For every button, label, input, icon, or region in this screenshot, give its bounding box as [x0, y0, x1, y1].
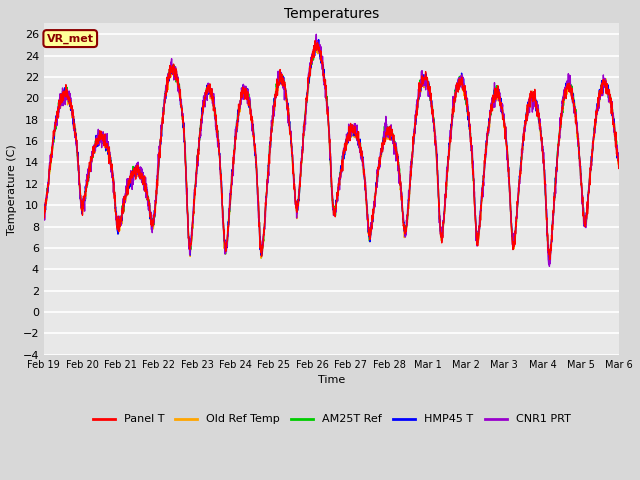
Legend: Panel T, Old Ref Temp, AM25T Ref, HMP45 T, CNR1 PRT: Panel T, Old Ref Temp, AM25T Ref, HMP45 …: [88, 410, 575, 429]
X-axis label: Time: Time: [318, 375, 345, 385]
Text: VR_met: VR_met: [47, 34, 93, 44]
Title: Temperatures: Temperatures: [284, 7, 379, 21]
Y-axis label: Temperature (C): Temperature (C): [7, 144, 17, 235]
